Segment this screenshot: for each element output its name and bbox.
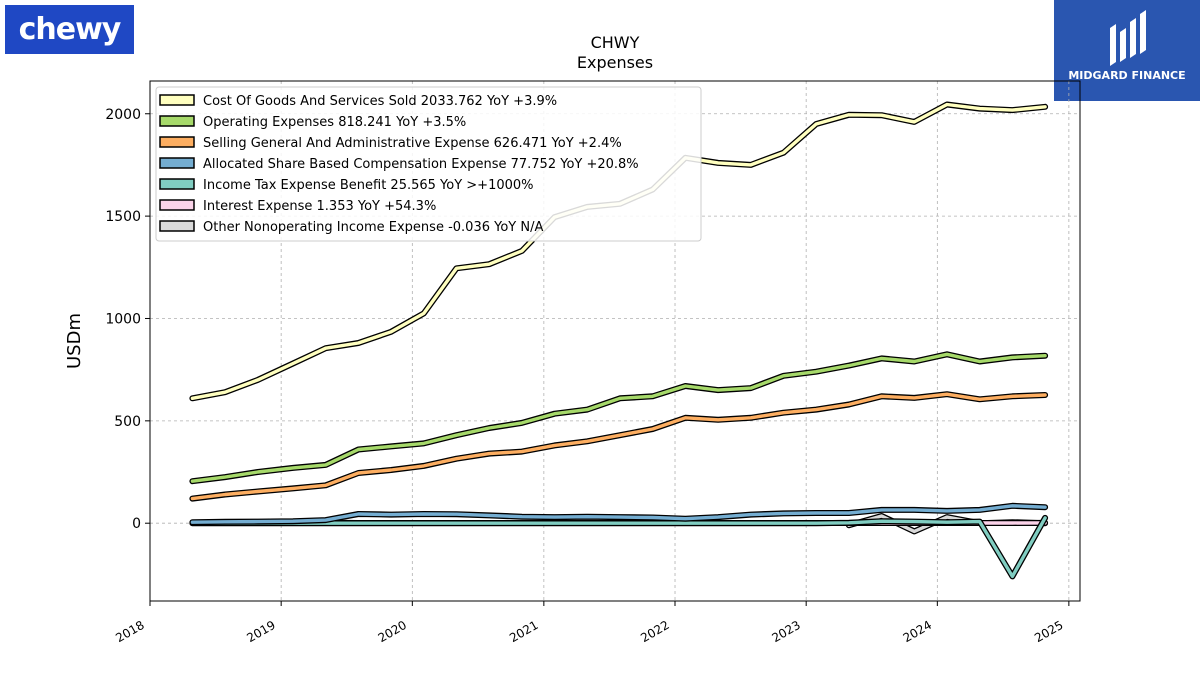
legend-entry: Income Tax Expense Benefit 25.565 YoY >+… — [203, 178, 534, 193]
y-tick-label: 2000 — [105, 107, 141, 123]
y-axis-ticks: 0 500 1000 1500 2000 — [105, 107, 150, 532]
x-tick-label: 2022 — [638, 618, 671, 645]
legend-entry: Other Nonoperating Income Expense -0.036… — [203, 220, 543, 235]
legend-entry: Cost Of Goods And Services Sold 2033.762… — [203, 94, 557, 109]
x-tick-label: 2024 — [901, 618, 934, 645]
x-tick-label: 2018 — [113, 618, 146, 645]
legend-swatch — [159, 178, 195, 190]
midgard-mark-icon — [1110, 10, 1146, 66]
legend-entry: Selling General And Administrative Expen… — [203, 136, 622, 151]
legend-entry: Interest Expense 1.353 YoY +54.3% — [203, 199, 436, 214]
legend-box — [155, 86, 702, 242]
legend-swatch — [159, 94, 195, 106]
x-tick-label: 2020 — [376, 618, 409, 645]
series-line — [190, 516, 1047, 579]
y-tick-label: 1000 — [105, 311, 141, 327]
x-axis-ticks: 2018 2019 2020 2021 2022 2023 2024 2025 — [113, 601, 1070, 645]
midgard-finance-text: MIDGARD FINANCE — [1068, 69, 1186, 82]
chart-subtitle: Expenses — [577, 53, 653, 72]
x-tick-label: 2019 — [244, 618, 277, 645]
y-tick-label: 0 — [132, 516, 141, 532]
legend-swatch — [159, 115, 195, 127]
x-tick-label: 2025 — [1032, 618, 1065, 645]
series-line — [190, 504, 1047, 524]
series-line-outline — [189, 391, 1049, 502]
legend-swatch — [159, 136, 195, 148]
plot-frame — [149, 80, 1081, 602]
legend-entry: Operating Expenses 818.241 YoY +3.5% — [203, 115, 466, 130]
series-line — [190, 392, 1047, 501]
midgard-finance-logo: MIDGARD FINANCE — [1054, 0, 1200, 101]
series-line-outline — [189, 514, 1049, 580]
chewy-logo-text: chewy — [18, 12, 122, 47]
chart-title: CHWY — [591, 33, 640, 52]
legend-swatch — [159, 157, 195, 169]
legend: Cost Of Goods And Services Sold 2033.762… — [155, 86, 702, 242]
legend-swatch — [159, 220, 195, 232]
series-line-outline — [189, 351, 1049, 485]
legend-swatch — [159, 199, 195, 211]
series-line — [190, 352, 1047, 483]
y-tick-label: 1500 — [105, 209, 141, 225]
x-tick-label: 2023 — [769, 618, 802, 645]
y-axis-label: USDm — [64, 313, 85, 369]
x-tick-label: 2021 — [507, 618, 540, 645]
y-tick-label: 500 — [114, 414, 141, 430]
chewy-logo: chewy — [5, 5, 134, 54]
legend-entry: Allocated Share Based Compensation Expen… — [203, 157, 639, 172]
